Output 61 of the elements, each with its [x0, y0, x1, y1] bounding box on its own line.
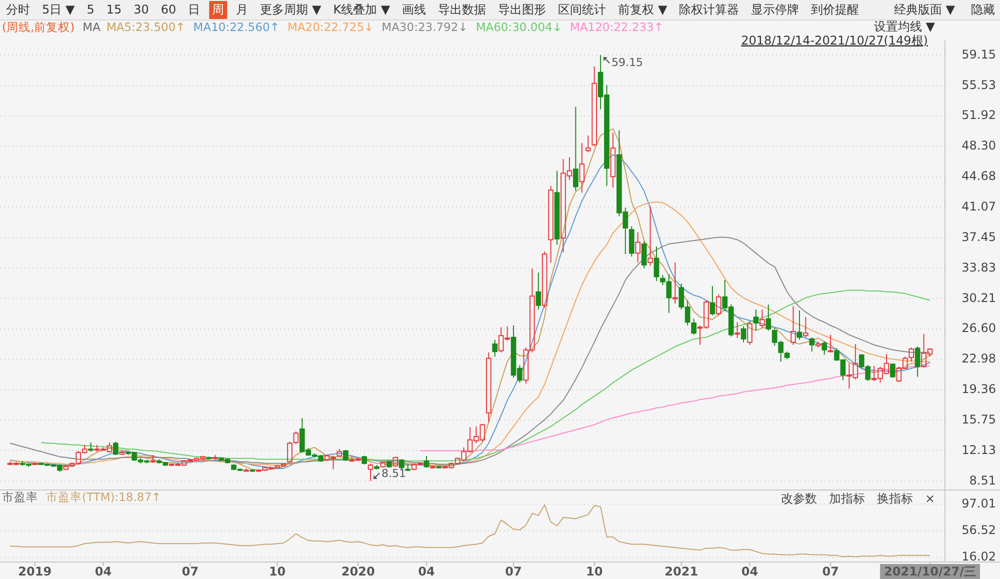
text: 日: [188, 2, 200, 16]
x-tick-label: 04: [741, 564, 758, 578]
text: K线叠加 ▼: [333, 2, 391, 16]
y-tick-label: 97.01: [962, 496, 996, 510]
y-tick-label: 12.13: [962, 442, 996, 457]
text: 5: [86, 2, 94, 16]
text: 画线: [402, 2, 426, 16]
x-tick-label: 07: [822, 564, 839, 578]
x-tick-label: 04: [418, 564, 435, 578]
y-tick-label: 15.75: [962, 412, 996, 426]
annotation: 8.51: [382, 467, 406, 480]
text: 显示停牌: [751, 2, 800, 16]
text: 分时: [6, 2, 30, 16]
text: 除权计算器: [679, 2, 740, 16]
y-tick-label: 37.45: [962, 230, 996, 244]
y-tick-label: 48.30: [962, 138, 996, 153]
text: 5日 ▼: [42, 2, 76, 16]
text: 设置均线 ▼: [874, 19, 936, 34]
text: 前复权 ▼: [618, 2, 668, 16]
text: 60: [160, 2, 176, 16]
x-tick-label: 10: [586, 564, 603, 578]
text: 月: [236, 2, 248, 16]
x-tick-label: 2019: [18, 564, 52, 578]
y-tick-label: 16.02: [962, 550, 996, 564]
x-tick-label: 2021: [664, 564, 698, 578]
x-tick-label: 2021/10/27/三: [884, 564, 976, 578]
y-tick-label: 55.53: [962, 78, 996, 92]
text: 15: [106, 2, 122, 16]
y-tick-label: 51.92: [962, 108, 996, 122]
annotation: 59.15: [612, 56, 644, 70]
text: 隐藏: [971, 2, 995, 16]
y-tick-label: 41.07: [962, 199, 996, 214]
legend: 市盈率 市盈率(TTM):18.87↑: [2, 490, 162, 504]
text: 区间统计: [558, 2, 606, 16]
y-tick-label: 26.60: [962, 321, 996, 336]
y-tick-label: 33.83: [962, 260, 996, 274]
y-tick-label: 56.52: [962, 523, 996, 538]
annotation: 加指标: [828, 491, 865, 506]
y-tick-label: 19.36: [962, 382, 996, 396]
annotation: 改参数: [780, 491, 817, 506]
text: 周: [212, 2, 224, 16]
text: 30: [134, 2, 149, 16]
annotation: 2018/12/14-2021/10/27(149根): [741, 33, 928, 48]
text: 到价提醒: [811, 2, 860, 16]
y-tick-label: 22.98: [962, 352, 996, 366]
x-tick-label: 04: [94, 564, 112, 578]
annotation: ×: [924, 491, 935, 506]
annotation: 换指标: [876, 491, 913, 506]
x-tick-label: 10: [268, 564, 286, 578]
x-tick-label: 07: [182, 564, 199, 578]
y-tick-label: 8.51: [969, 473, 996, 488]
y-tick-label: 59.15: [962, 47, 996, 62]
text: 更多周期 ▼: [260, 2, 322, 16]
y-tick-label: 44.68: [962, 169, 996, 184]
y-tick-label: 30.21: [962, 290, 996, 305]
text: 导出图形: [498, 2, 546, 16]
x-tick-label: 2020: [341, 564, 375, 578]
legend: (周线,前复权) MA MA5:23.500↑ MA10:22.560↑ MA20:22.725↓ MA30:23.792↓ MA60:30.004↓ MA120:22.233↑: [2, 20, 664, 34]
x-tick-label: 07: [505, 564, 522, 578]
text: 经典版面 ▼: [894, 2, 956, 16]
text: 导出数据: [438, 2, 486, 16]
